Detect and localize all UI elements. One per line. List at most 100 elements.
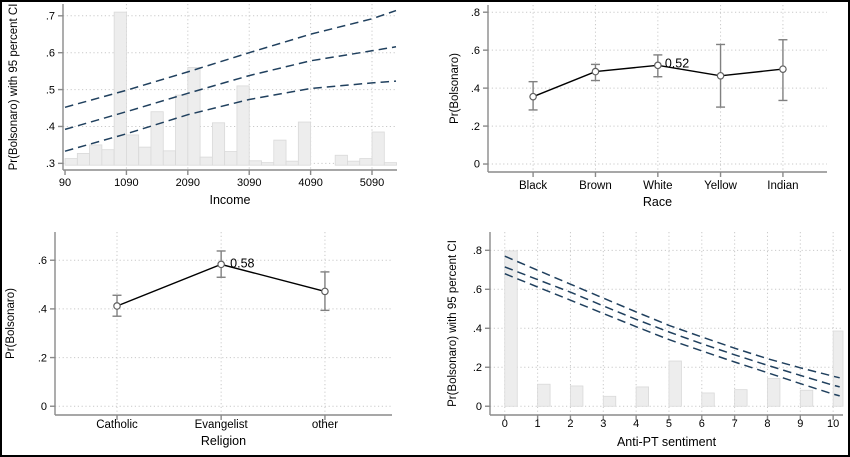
x-tick-label: 2090 [176, 177, 200, 189]
y-tick-label: .4 [46, 121, 55, 133]
y-tick-label: .8 [473, 245, 482, 257]
histogram-bar [668, 360, 682, 407]
x-tick-label: 3090 [237, 177, 261, 189]
histogram-bar [199, 156, 213, 166]
prediction-dashed-line [64, 9, 397, 109]
histogram-bar [383, 162, 397, 166]
x-category-label: Yellow [704, 180, 738, 192]
x-tick-label: 0 [502, 418, 508, 430]
histogram-bar [799, 389, 814, 407]
histogram-bar [334, 154, 348, 166]
x-category-label: White [643, 180, 672, 192]
x-axis-title: Anti-PT sentiment [617, 435, 717, 449]
estimate-marker [529, 92, 537, 101]
histogram-bar [211, 122, 226, 166]
histogram-bar [236, 85, 250, 166]
histogram-bar [734, 389, 748, 407]
x-category-label: Catholic [96, 419, 138, 431]
histogram-bar [537, 383, 551, 407]
y-tick-label: .2 [38, 352, 47, 364]
y-tick-label: .3 [46, 158, 55, 170]
x-tick-label: 1090 [114, 177, 138, 189]
point-value-label: 0.58 [230, 256, 254, 270]
prediction-dashed-line [504, 266, 840, 388]
estimate-marker [716, 71, 725, 80]
histogram-bar [273, 139, 287, 166]
x-tick-label: 9 [797, 418, 803, 430]
histogram-bar [347, 160, 361, 166]
x-tick-label: 4090 [298, 177, 322, 189]
x-axis-title: Income [210, 193, 251, 207]
prediction-dashed-line [504, 255, 840, 379]
histogram-bar [832, 330, 844, 407]
histogram-bar [113, 11, 127, 166]
x-axis-title: Religion [201, 434, 246, 448]
histogram-bar [285, 160, 299, 166]
x-axis-title: Race [643, 195, 672, 209]
prediction-dashed-line [64, 80, 397, 152]
panel-race: 0.52 0 .2 .4 .6 .8 Black Brown White Yellow Indian… [449, 5, 827, 209]
histogram-bar [701, 392, 715, 407]
x-tick-label: 7 [732, 418, 738, 430]
x-tick-label: 4 [633, 418, 639, 430]
y-axis-title: Pr(Bolsonaro) with 95 percent CI [8, 4, 20, 171]
histogram-bar [101, 149, 115, 166]
histogram-bar [175, 94, 189, 166]
histogram-bar [89, 144, 103, 166]
x-category-label: Evangelist [195, 419, 249, 431]
y-tick-label: .2 [473, 362, 482, 374]
y-axis-title: Pr(Bolsonaro) [449, 53, 461, 124]
histogram-bar [187, 67, 201, 166]
histogram-bar [138, 146, 152, 166]
histogram-bar [248, 160, 262, 166]
x-tick-label: 5 [666, 418, 672, 430]
x-tick-label: 90 [59, 177, 71, 189]
y-tick-label: .6 [46, 47, 55, 59]
histogram-bar [602, 395, 617, 407]
y-tick-label: 0 [474, 159, 480, 171]
panel-income: .3 .4 .5 .6 .7 90 1090 2090 3090 4090 5090 Income Pr… [8, 4, 397, 207]
y-tick-label: .6 [471, 45, 480, 57]
histogram-bar [767, 378, 781, 407]
x-tick-label: 5090 [360, 177, 384, 189]
y-tick-label: .8 [471, 7, 480, 19]
histogram-bar [150, 111, 164, 166]
x-tick-label: 2 [567, 418, 573, 430]
estimate-marker [217, 260, 225, 269]
x-category-label: Indian [767, 180, 798, 192]
histogram-bar [162, 150, 176, 166]
y-tick-label: .5 [46, 84, 55, 96]
histogram-bar [297, 121, 312, 166]
y-tick-label: 0 [476, 401, 482, 413]
estimate-marker [113, 302, 121, 310]
histogram-bar [261, 162, 275, 166]
y-tick-label: .2 [471, 121, 480, 133]
estimate-marker [654, 61, 662, 70]
histogram-bar [635, 386, 650, 407]
panel-religion: 0.58 0 .2 .4 .6 Catholic Evangelist other Religi… [5, 232, 392, 448]
y-tick-label: .6 [473, 284, 482, 296]
histogram-bar [359, 158, 373, 166]
x-tick-label: 10 [827, 418, 839, 430]
x-tick-label: 3 [600, 418, 606, 430]
y-tick-label: .4 [471, 83, 480, 95]
panel-antipt: 0 .2 .4 .6 .8 0 1 2 3 4 5 6 7 8 9 10 Anti-PT sentiment Pr… [447, 232, 844, 449]
x-tick-label: 8 [764, 418, 770, 430]
prediction-dashed-line [504, 273, 840, 397]
histogram-bar [126, 134, 140, 166]
y-tick-label: 0 [41, 401, 47, 413]
y-tick-label: .4 [38, 304, 47, 316]
y-tick-label: .6 [38, 255, 47, 267]
prediction-dashed-line [64, 46, 397, 131]
y-tick-label: .7 [46, 11, 55, 23]
histogram-bar [504, 250, 518, 407]
x-category-label: Black [519, 180, 547, 192]
histogram-bar [570, 385, 584, 407]
y-axis-title: Pr(Bolsonaro) with 95 percent CI [447, 240, 459, 407]
point-value-label: 0.52 [665, 56, 689, 70]
histogram-bar [371, 131, 385, 166]
histogram-bar [76, 152, 90, 166]
x-tick-label: 1 [535, 418, 541, 430]
y-tick-label: .4 [473, 323, 482, 335]
